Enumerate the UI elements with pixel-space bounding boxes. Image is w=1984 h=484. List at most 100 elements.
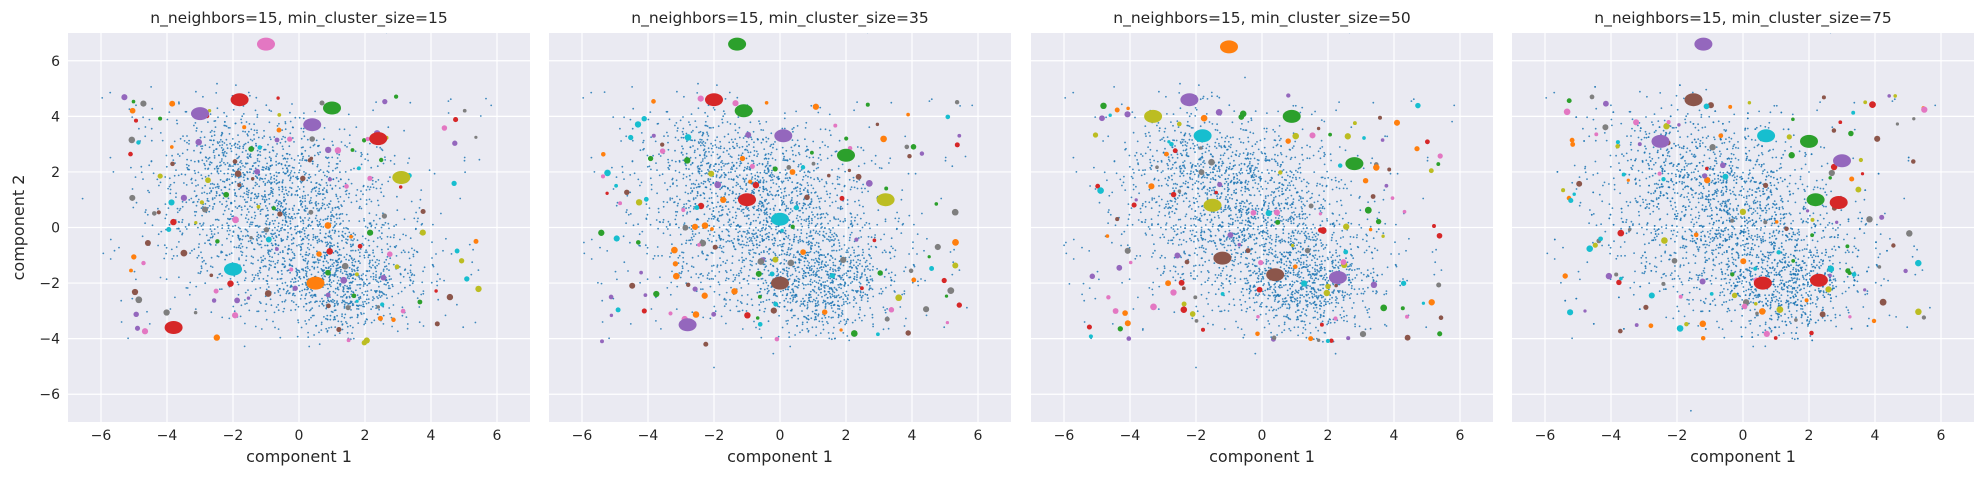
noise-point [788,176,791,179]
cluster-speck [307,158,312,163]
noise-point [324,236,327,239]
noise-point [722,209,724,211]
noise-point [281,273,283,275]
noise-point [820,277,823,279]
noise-point [348,295,351,298]
noise-point [778,305,781,308]
noise-point [127,337,129,340]
noise-point [284,121,287,123]
noise-point [186,148,189,151]
noise-point [283,257,285,260]
noise-point [741,309,744,312]
noise-point [299,253,302,256]
noise-point [290,280,292,283]
noise-point [387,281,389,284]
noise-point [263,236,266,238]
noise-point [786,275,789,278]
noise-point [854,255,857,258]
noise-point [726,214,729,216]
cluster-blob [323,101,341,115]
noise-point [623,116,625,119]
noise-point [389,159,392,162]
noise-point [223,120,226,123]
noise-point [254,161,257,164]
noise-point [846,203,849,206]
noise-point [212,235,214,238]
noise-point [244,303,247,305]
noise-point [850,259,852,262]
x-tick-label: 4 [427,428,436,444]
noise-point [716,195,719,198]
noise-point [321,202,324,205]
cluster-speck [156,210,161,215]
noise-point [358,207,361,210]
cluster-speck [213,334,220,341]
cluster-speck [144,240,151,246]
noise-point [246,201,249,203]
noise-point [298,171,300,174]
noise-point [704,142,707,144]
noise-point [308,238,310,241]
noise-point [336,157,339,159]
noise-point [289,176,292,179]
noise-point [368,198,371,201]
noise-point [289,111,291,114]
noise-point [786,172,788,175]
noise-point [335,223,338,225]
noise-point [844,293,846,296]
noise-point [193,124,195,127]
noise-point [729,189,731,192]
noise-point [866,283,868,286]
noise-point [348,220,350,222]
noise-point [751,242,754,245]
noise-point [307,194,309,196]
noise-point [792,130,794,133]
noise-point [341,324,344,326]
noise-point [268,223,271,226]
noise-point [366,294,369,297]
noise-point [785,207,788,210]
noise-point [813,280,816,282]
noise-point [702,192,705,194]
noise-point [277,291,280,293]
y-tick-label: 4 [51,109,60,125]
noise-point [443,279,445,282]
noise-point [352,239,354,242]
noise-point [319,232,322,235]
cluster-speck [234,170,242,177]
noise-point [164,217,167,220]
noise-point [229,165,232,168]
cluster-speck [128,136,136,144]
noise-point [306,207,309,210]
noise-point [249,239,252,242]
noise-point [706,138,709,141]
noise-point [401,306,404,309]
noise-point [735,305,738,308]
noise-point [219,170,222,173]
noise-point [257,136,260,139]
noise-point [259,302,262,305]
noise-point [753,320,755,323]
noise-point [348,231,351,234]
noise-point [812,259,815,261]
noise-point [304,281,307,284]
noise-point [757,207,760,210]
noise-point [685,207,687,210]
noise-point [408,257,411,260]
noise-point [814,244,816,247]
noise-point [326,318,329,321]
noise-point [354,249,357,252]
noise-point [268,249,271,252]
noise-point [279,209,282,212]
noise-point [213,130,216,133]
noise-point [675,122,678,124]
noise-point [323,127,326,129]
noise-point [381,183,383,186]
noise-point [890,271,893,274]
noise-point [662,200,665,203]
noise-point [806,321,809,324]
noise-point [221,151,224,154]
noise-point [230,145,233,147]
noise-point [239,166,242,168]
noise-point [408,157,411,160]
